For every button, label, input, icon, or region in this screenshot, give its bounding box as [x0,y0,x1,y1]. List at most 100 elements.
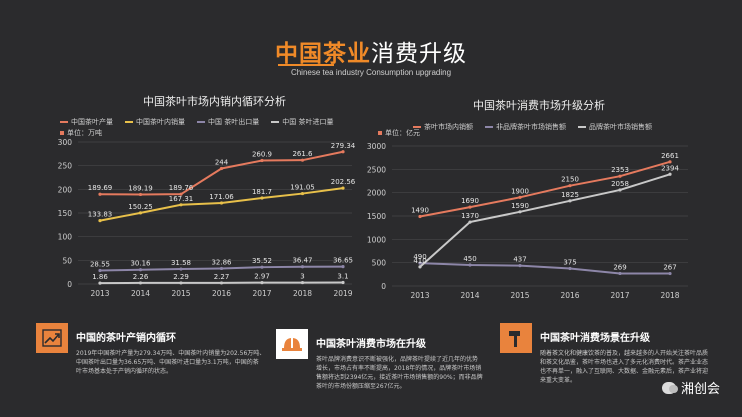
legend-entry: 中国 茶叶出口量 [197,117,259,127]
data-label: 1590 [511,202,529,210]
brand-name: 湘创会 [680,382,720,397]
chart2-unit: 单位：亿元 [378,128,420,138]
data-label: 171.06 [209,193,234,201]
chart1-unit-label: 单位：万吨 [67,129,102,137]
x-tick-label: 2015 [171,289,190,298]
y-tick-label: 500 [372,259,387,268]
data-label: 36.65 [333,257,353,265]
chart1-title: 中国茶叶市场内销内循环分析 [143,95,286,108]
legend-entry: 中国 茶叶进口量 [271,117,333,127]
chart2-legend: 茶叶市场内销额 非品牌茶叶市场销售额 品牌茶叶市场销售额 [413,122,664,132]
wechat-icon [661,381,678,394]
x-tick-label: 2016 [212,289,231,298]
data-point [300,280,305,285]
data-point [341,265,345,269]
y-tick-label: 50 [62,256,72,265]
y-tick-label: 2000 [367,189,386,198]
card-text: 2019年中国茶叶产量为279.34万吨、中国茶叶内销量为202.56万吨、 中… [76,349,265,376]
data-point [98,219,102,223]
x-tick-label: 2013 [410,291,429,300]
data-label: 1690 [461,197,479,205]
legend-entry: 品牌茶叶市场销售额 [578,122,652,132]
data-label: 1490 [411,206,429,214]
data-label: 269 [613,263,626,271]
data-label: 260.9 [252,151,272,159]
x-tick-label: 2015 [510,291,529,300]
data-label: 1.86 [92,273,108,281]
y-tick-label: 200 [58,185,73,194]
data-point [568,199,572,203]
legend-entry: 茶叶市场内销额 [413,122,473,132]
chart2-unit-label: 单位：亿元 [385,129,420,137]
chart1-unit: 单位：万吨 [60,128,102,138]
data-point [468,263,472,267]
page-title: 中国茶业消费升级 [0,34,742,68]
data-label: 2353 [611,166,629,174]
legend-swatch [197,121,205,123]
data-point [518,264,522,268]
data-point [618,188,622,192]
y-tick-label: 1000 [367,235,386,244]
card-title: 中国的茶叶产销内循环 [76,333,176,344]
data-label: 181.7 [252,188,272,196]
card-line: 随着茶文化和健康饮茶的普及，越来越多的人开始关注茶叶品质 [540,350,709,357]
data-label: 1370 [461,212,479,220]
data-label: 189.76 [169,184,194,192]
data-label: 36.47 [292,257,312,265]
data-point [300,265,305,269]
x-tick-label: 2018 [293,289,312,298]
data-point [179,203,183,207]
brand-logo: 湘创会 [661,378,720,397]
data-label: 31.58 [171,259,191,267]
y-tick-label: 3000 [367,142,386,151]
card-title: 中国茶叶消费场景在升级 [540,333,650,344]
data-label: 189.19 [128,184,153,192]
data-point [98,268,102,273]
legend-swatch [125,121,133,123]
data-point [98,281,102,285]
data-point [518,210,522,214]
data-label: 1900 [511,187,529,195]
unit-dot-icon [378,131,382,135]
y-tick-label: 250 [58,162,73,171]
data-point [668,160,672,164]
data-point [668,172,672,176]
data-label: 167.31 [169,195,194,203]
data-point [568,184,572,188]
data-label: 32.86 [211,258,232,266]
x-tick-label: 2016 [560,291,579,300]
data-label: 279.34 [331,142,356,150]
legend-label: 中国 茶叶出口量 [208,118,260,126]
legend-label: 中国茶叶产量 [71,118,113,126]
chart-up-icon [36,323,68,353]
legend-swatch [271,121,280,123]
series-line [419,262,671,275]
title-underline [278,64,334,66]
y-tick-label: 0 [67,280,72,289]
data-label: 410 [413,257,426,265]
page-subtitle: Chinese tea industry Consumption upgradi… [290,68,452,77]
data-label: 133.83 [88,211,113,219]
chart1-legend: 中国茶叶产量 中国茶叶内销量 中国 茶叶出口量 中国 茶叶进口量 [60,117,345,127]
data-label: 30.16 [130,260,151,268]
data-label: 437 [513,256,526,264]
card-line: 增长，市场占有率不断提高，2018年的情况，品牌茶叶市场销 [316,365,482,372]
data-point [138,211,143,215]
data-point [179,281,183,285]
data-label: 244 [215,159,229,167]
legend-entry: 中国茶叶内销量 [125,117,185,127]
data-label: 191.05 [290,184,315,192]
data-label: 150.25 [128,203,153,211]
data-label: 2.27 [214,273,230,281]
data-point [219,266,224,271]
data-label: 450 [463,255,476,263]
chart2-title: 中国茶叶消费市场升级分析 [473,99,605,112]
legend-entry: 中国茶叶产量 [60,117,113,127]
legend-label: 中国 茶叶进口量 [282,118,334,126]
data-point [668,271,672,276]
x-tick-label: 2017 [252,289,271,298]
card-text: 茶叶品牌消费意识不断被强化，品牌茶叶提续了近几年的优势 增长，市场占有率不断提高… [316,355,483,391]
y-tick-label: 2500 [367,165,386,174]
legend-label: 中国茶叶内销量 [136,118,185,126]
